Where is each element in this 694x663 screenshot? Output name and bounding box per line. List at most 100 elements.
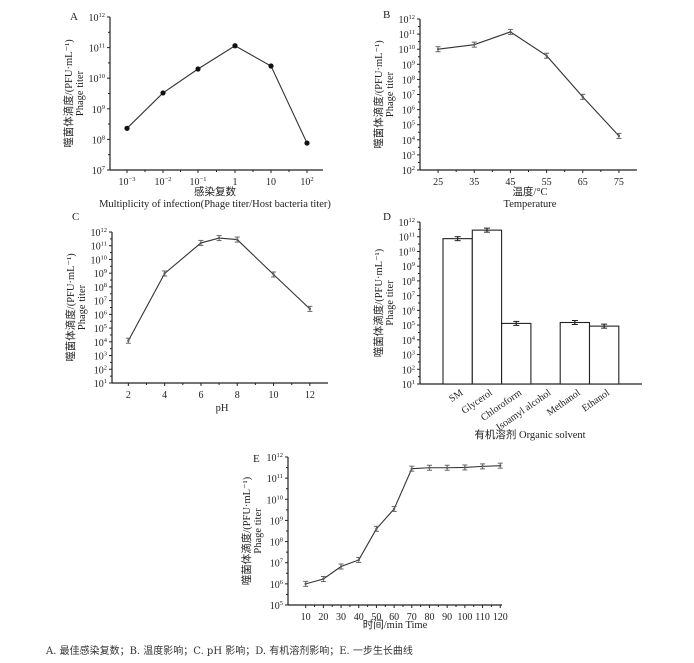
x-tick-label: Methanol [545,387,583,418]
x-axis-label: 有机溶剂 Organic solvent [474,428,585,441]
x-tick-label: 10 [269,390,279,401]
y-tick-label: 105 [270,600,283,612]
y-tick-label: 108 [402,74,415,86]
x-tick-label: 100 [457,612,472,623]
x-tick-label: 25 [433,177,443,188]
bar [559,321,591,385]
y-tick-label: 1011 [399,232,415,244]
y-tick-label: 1010 [399,246,416,258]
y-tick-label: 103 [402,350,415,362]
y-tick-label: 104 [402,135,416,147]
y-axis-label-cn: 噬菌体滴度/(PFU·mL⁻¹) [372,40,385,149]
y-tick-label: 1012 [399,217,416,229]
y-tick-label: 1010 [267,494,284,506]
y-tick-label: 1010 [399,44,416,56]
data-point [160,90,166,96]
y-tick-label: 103 [402,150,415,162]
x-axis-label-cn: 时间/min [363,618,406,631]
y-tick-label: 102 [94,364,107,376]
panel-d: D 101 102 103 104 105 106 107 108 109 1010 1011 1012… [372,211,642,441]
y-tick-label: 1012 [399,14,416,26]
x-tick-label: 50 [371,612,381,623]
x-tick-label: 90 [442,612,452,623]
y-tick-label: 109 [270,515,283,527]
panel-a: A 107 108 109 1010 1011 1012 噬菌体滴度/(PFU·mL⁻¹) Ph… [62,11,331,210]
y-axis-label-en: Phage titer [77,284,88,330]
x-tick-label: 55 [542,177,552,188]
y-axis-label-cn: 噬菌体滴度/(PFU·mL⁻¹) [64,253,77,362]
x-tick-label: 2 [126,390,131,401]
y-tick-label: 105 [402,120,415,132]
series-line [438,31,620,137]
y-axis-label-cn: 噬菌体滴度/(PFU·mL⁻¹) [372,248,385,357]
y-axis-label-en: Phage titer [385,71,396,117]
x-tick-label: 10 [266,177,276,188]
x-tick-label: 102 [300,176,313,188]
panel-label: D [383,211,391,223]
y-tick-label: 103 [94,351,107,363]
bar [588,325,620,385]
x-tick-label: 12 [305,390,315,401]
y-tick-label: 1011 [399,29,415,41]
y-tick-label: 109 [94,268,107,280]
x-axis-label-cn: 有机溶剂 [474,428,519,441]
y-tick-label: 106 [402,105,416,117]
x-tick-label: 8 [235,390,240,401]
x-axis-label-cn: 感染复数 [194,185,236,198]
data-point [268,63,274,69]
y-tick-label: 1012 [89,12,106,24]
x-tick-label: SM [447,387,465,404]
y-tick-label: 109 [92,104,105,116]
y-tick-label: 101 [402,379,415,391]
y-tick-label: 104 [94,337,108,349]
y-tick-label: 107 [94,296,108,308]
data-point [304,140,310,146]
y-tick-label: 102 [402,165,415,177]
x-axis-label-en: Multiplicity of infection(Phage titer/Ho… [99,199,331,210]
x-axis-label-en: Time [405,620,427,631]
bar [471,229,503,385]
y-tick-label: 105 [94,323,107,335]
y-tick-label: 109 [402,261,415,273]
x-axis-label-en: pH [216,403,229,414]
x-tick-label: 120 [493,612,508,623]
x-tick-label: 75 [614,177,624,188]
x-axis-label-cn: 温度/°C [512,185,547,198]
x-tick-label: 1 [233,177,238,188]
y-tick-label: 1011 [267,473,283,485]
y-tick-label: 1010 [91,254,108,266]
y-tick-label: 106 [402,305,416,317]
y-tick-label: 107 [270,558,284,570]
x-tick-label: 6 [198,390,203,401]
x-tick-label: 4 [162,390,167,401]
x-tick-label: 20 [318,612,328,623]
y-axis-label-cn: 噬菌体滴度/(PFU·mL⁻¹) [240,476,253,585]
x-tick-label: 70 [407,612,417,623]
y-tick-label: 108 [270,537,283,549]
figure-caption: A. 最佳感染复数；B. 温度影响；C. pH 影响；D. 有机溶剂影响；E. … [46,646,413,657]
x-tick-label: 110 [475,612,490,623]
x-tick-label: 10−2 [155,176,172,188]
y-tick-label: 1012 [91,227,108,239]
x-axis-label-en: Temperature [504,199,557,210]
panel-label: E [253,453,260,465]
panel-b: B 102 103 104 105 106 107 108 109 1010 1011 1012 噬菌体… [372,9,637,210]
y-axis-label-en: Phage titer [75,70,86,116]
y-tick-label: 108 [92,134,105,146]
data-point [124,125,130,131]
panel-label: C [72,211,79,223]
y-tick-label: 108 [402,276,415,288]
series-line [126,45,308,144]
x-tick-label: 10−3 [119,176,136,188]
x-tick-label: 35 [469,177,479,188]
x-tick-label: 65 [578,177,588,188]
series-line [127,237,311,341]
x-tick-label: 60 [389,612,399,623]
y-axis-label-en: Phage titer [253,508,264,554]
x-tick-label: 45 [505,177,515,188]
x-axis-label-en: Organic solvent [519,430,586,441]
panel-c: C101102103104105106107108109101010111012… [64,211,328,414]
x-tick-label: 10 [301,612,311,623]
y-tick-label: 108 [94,282,107,294]
